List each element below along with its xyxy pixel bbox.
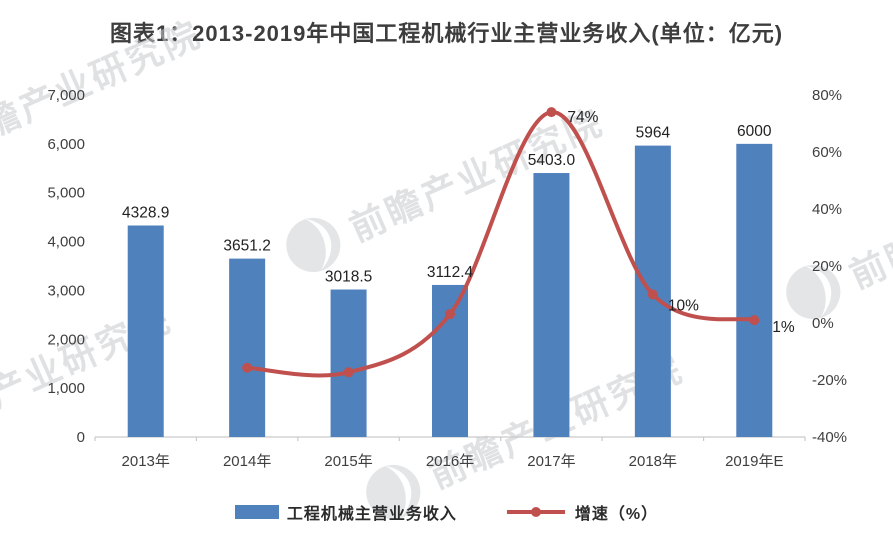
growth-line-marker <box>445 309 455 320</box>
left-axis-tick-label: 6,000 <box>47 136 85 153</box>
growth-value-label: 10% <box>668 298 699 315</box>
bar-value-label: 3112.4 <box>427 264 474 281</box>
right-axis-tick-label: 40% <box>812 201 842 218</box>
bar-value-label: 6000 <box>737 123 772 140</box>
legend-item-revenue: 工程机械主营业务收入 <box>234 500 457 524</box>
growth-line-marker <box>749 315 760 326</box>
legend-item-growth: 增速（%） <box>505 500 658 524</box>
right-axis-tick-label: 60% <box>812 144 842 161</box>
revenue-bar <box>736 143 773 437</box>
left-axis-tick-label: 0 <box>77 429 85 446</box>
left-axis-tick-label: 3,000 <box>47 282 85 299</box>
legend: 工程机械主营业务收入 增速（%） <box>0 500 893 524</box>
revenue-bar <box>127 225 164 437</box>
left-axis-tick-label: 5,000 <box>47 185 85 202</box>
revenue-bar <box>229 258 266 437</box>
x-axis-category-label: 2016年 <box>426 453 474 470</box>
growth-line-marker <box>546 107 557 118</box>
legend-label-revenue: 工程机械主营业务收入 <box>286 506 457 523</box>
x-axis-category-label: 2019年E <box>725 453 783 470</box>
bar-value-label: 3018.5 <box>325 269 372 286</box>
x-axis-category-label: 2015年 <box>324 453 372 470</box>
bar-value-label: 3651.2 <box>223 238 270 255</box>
right-axis-tick-label: -20% <box>812 372 847 389</box>
left-axis-tick-label: 4,000 <box>47 234 85 251</box>
data-label-layer: 4328.9 3651.2 3018.5 3112.4 5403.0 5964 6000 74… <box>122 109 795 336</box>
growth-line <box>245 110 757 378</box>
bar-value-label: 5964 <box>636 125 671 142</box>
bar-value-label: 5403.0 <box>528 152 576 169</box>
revenue-bar <box>533 173 570 438</box>
growth-line-series <box>242 107 760 378</box>
left-axis-tick-label: 2,000 <box>47 331 85 348</box>
revenue-bar <box>432 284 468 437</box>
chart-title: 图表1：2013-2019年中国工程机械行业主营业务收入(单位：亿元) <box>109 21 784 46</box>
right-axis-tick-label: -40% <box>812 429 847 446</box>
growth-line-marker <box>647 289 658 300</box>
x-axis-category-label: 2013年 <box>122 453 170 470</box>
growth-line-marker <box>343 367 354 378</box>
bar-series <box>127 143 773 438</box>
line-swatch-icon <box>506 507 565 517</box>
left-axis-tick-label: 7,000 <box>47 87 85 104</box>
x-axis-category-label: 2014年 <box>223 453 271 470</box>
x-axis-category-label: 2017年 <box>527 453 575 470</box>
growth-value-label: 74% <box>567 109 598 126</box>
bar-swatch-icon <box>234 505 279 519</box>
right-axis-tick-label: 20% <box>812 258 842 275</box>
growth-value-label: 1% <box>772 319 795 336</box>
left-axis-tick-label: 1,000 <box>47 380 85 397</box>
axis-layer: 0 1,000 2,000 3,000 4,000 5,000 6,000 7,000 -40%… <box>47 87 847 470</box>
right-axis-tick-label: 0% <box>812 315 834 332</box>
growth-line-marker <box>242 362 253 373</box>
legend-label-growth: 增速（%） <box>574 506 659 523</box>
right-axis-tick-label: 80% <box>812 87 842 104</box>
x-axis-category-label: 2018年 <box>629 453 677 470</box>
revenue-bar <box>330 289 367 437</box>
bar-value-label: 4328.9 <box>122 205 169 222</box>
